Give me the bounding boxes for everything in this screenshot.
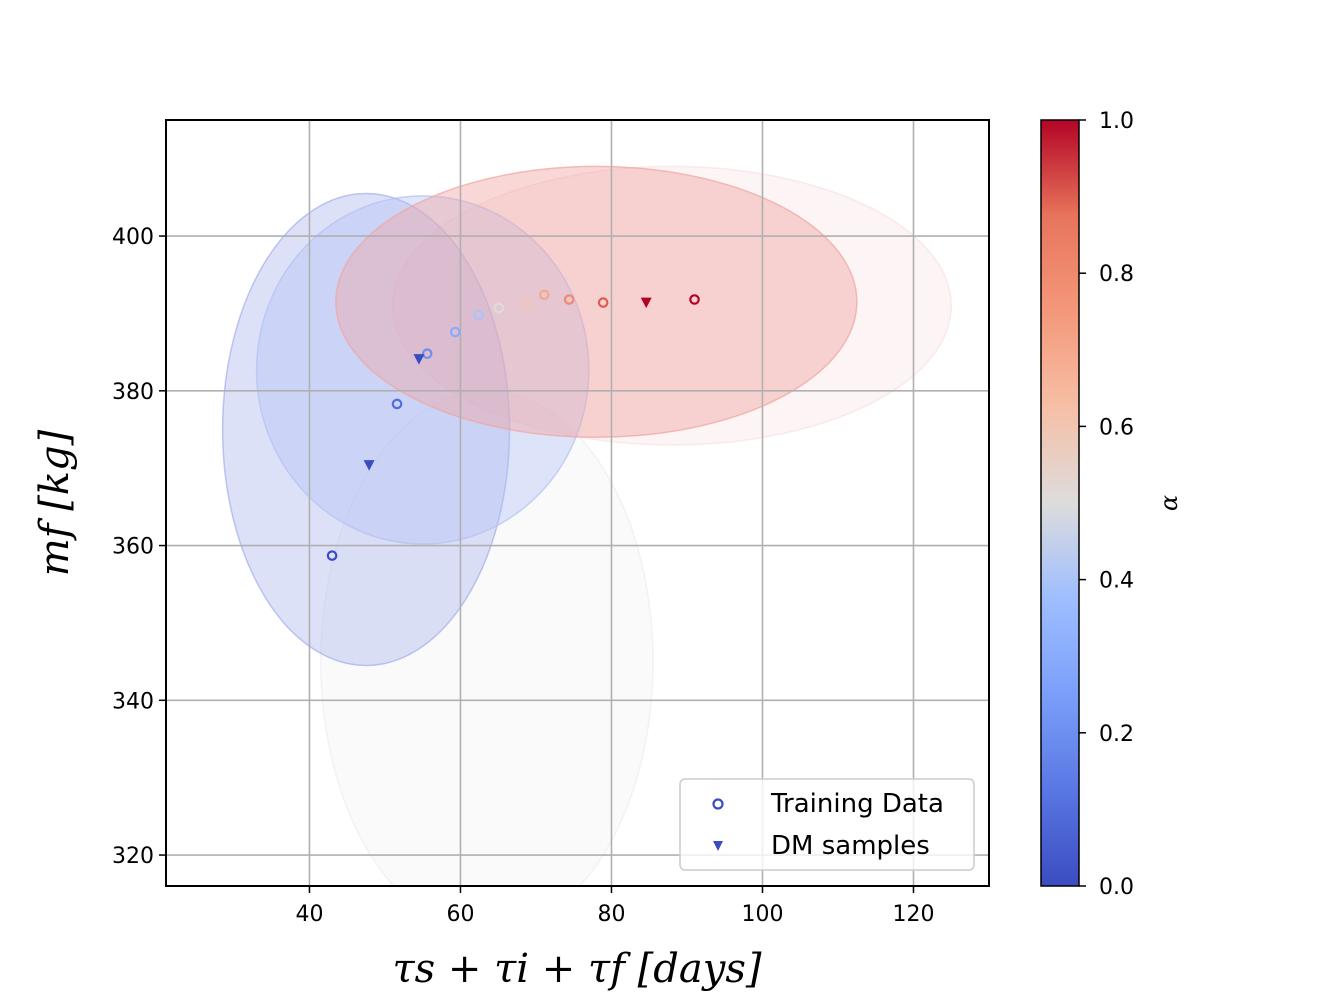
y-axis-ticks: 320 340 360 380 400 [112, 225, 166, 869]
colorbar-tick-label: 0.0 [1099, 875, 1134, 900]
training-data-point [326, 550, 338, 561]
legend-box [679, 778, 975, 871]
y-tick-label: 360 [112, 535, 154, 560]
plot-background [166, 120, 989, 886]
colorbar-ticks: 0.0 0.2 0.4 0.6 0.8 1.0 [1079, 109, 1134, 900]
dm-sample-point [413, 354, 425, 365]
legend-label-training: Training Data [770, 789, 944, 819]
training-data-point [689, 294, 700, 305]
ellipse-3 [255, 195, 590, 545]
legend: Training Data DM samples [679, 778, 975, 871]
y-tick-label: 320 [112, 844, 154, 869]
colorbar [1040, 119, 1080, 887]
x-tick-label: 120 [892, 902, 934, 927]
colorbar-tick-label: 1.0 [1099, 109, 1134, 134]
ellipse-4 [335, 165, 858, 438]
legend-label-dm: DM samples [771, 831, 930, 861]
data-points [326, 289, 700, 561]
dm-sample-point [640, 297, 652, 309]
colorbar-tick-label: 0.2 [1099, 722, 1134, 747]
colorbar-label: α [1155, 495, 1183, 511]
y-tick-label: 400 [112, 225, 154, 250]
grid-lines [166, 120, 989, 886]
colorbar-tick-label: 0.6 [1099, 415, 1134, 440]
x-axis-ticks: 40 60 80 100 120 [295, 886, 934, 927]
y-axis-label: mf [kg] [32, 429, 78, 576]
training-data-point [522, 298, 533, 309]
dm-sample-point [363, 460, 375, 471]
plot-frame [165, 119, 990, 887]
x-axis-label: τs + τi + τf [days] [393, 946, 762, 992]
legend-marker-dm [713, 841, 723, 851]
x-tick-label: 100 [741, 902, 783, 927]
y-tick-label: 380 [112, 380, 154, 405]
x-tick-label: 40 [295, 902, 323, 927]
training-data-point [597, 297, 609, 308]
y-tick-label: 340 [112, 689, 154, 714]
training-data-point [563, 294, 575, 305]
training-data-point [421, 348, 433, 359]
training-data-point [473, 309, 484, 321]
colorbar-tick-label: 0.8 [1099, 262, 1134, 287]
x-tick-label: 60 [446, 902, 474, 927]
training-data-point [391, 398, 403, 410]
colorbar-tick-label: 0.4 [1099, 569, 1134, 594]
x-tick-label: 80 [597, 902, 625, 927]
training-data-point [493, 302, 505, 314]
training-data-point [538, 289, 550, 301]
training-data-point [449, 326, 461, 338]
legend-marker-training [712, 798, 724, 810]
